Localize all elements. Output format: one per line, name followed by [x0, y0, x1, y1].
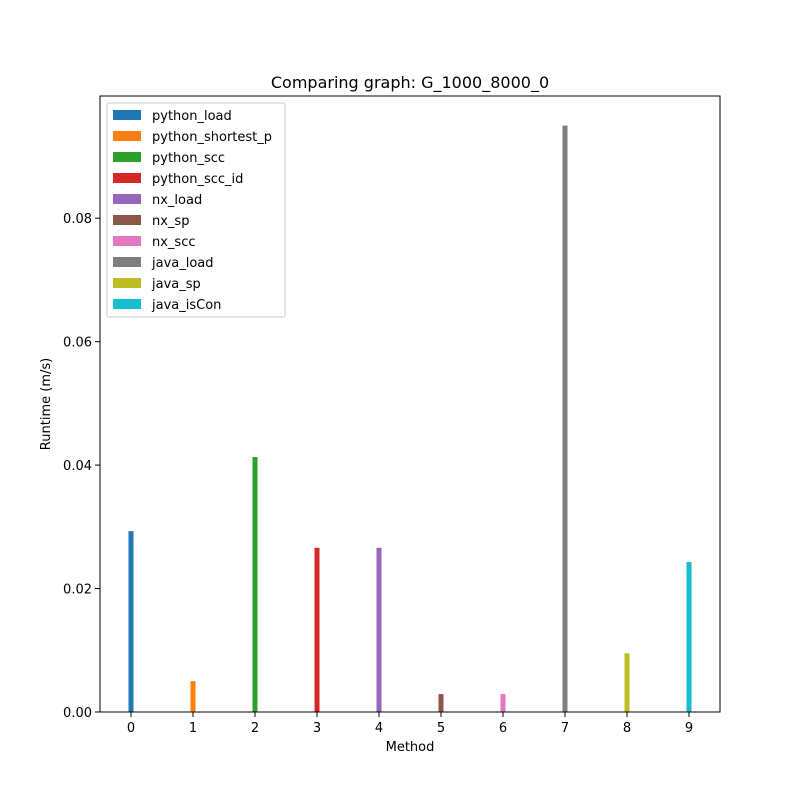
y-tick-label: 0.02: [63, 583, 92, 598]
plot-area: [128, 125, 692, 712]
legend-swatch: [113, 152, 141, 162]
x-tick-label: 9: [685, 721, 693, 736]
legend-swatch: [113, 194, 141, 204]
y-axis: 0.00 0.02 0.04 0.06 0.08: [63, 212, 100, 721]
x-tick-label: 7: [561, 721, 569, 736]
legend-swatch: [113, 173, 141, 183]
legend-label: java_load: [151, 256, 214, 271]
x-tick-label: 8: [623, 721, 631, 736]
legend-swatch: [113, 236, 141, 246]
x-tick-label: 3: [313, 721, 321, 736]
legend-swatch: [113, 299, 141, 309]
bar-python-scc-id: [314, 547, 320, 712]
legend-swatch: [113, 257, 141, 267]
legend-label: python_scc_id: [152, 172, 243, 187]
legend-swatch: [113, 131, 141, 141]
y-tick-label: 0.00: [63, 706, 92, 721]
y-tick-label: 0.04: [63, 459, 92, 474]
bar-nx-scc: [500, 694, 506, 712]
legend-label: nx_scc: [152, 235, 196, 250]
x-tick-label: 0: [127, 721, 135, 736]
bar-java-isCon: [686, 562, 692, 712]
bar-python-shortest-p: [190, 681, 196, 712]
bar-python-load: [128, 531, 134, 712]
chart-title: Comparing graph: G_1000_8000_0: [271, 73, 549, 93]
bar-nx-sp: [438, 694, 444, 712]
legend-label: python_scc: [152, 151, 225, 166]
bar-python-scc: [252, 457, 258, 712]
x-axis: 0 1 2 3 4 5 6 7 8 9: [127, 712, 693, 736]
x-tick-label: 1: [189, 721, 197, 736]
legend: python_load python_shortest_p python_sccpy…: [106, 102, 286, 318]
y-tick-label: 0.06: [63, 336, 92, 351]
y-axis-label: Runtime (m/s): [39, 358, 54, 450]
legend-swatch: [113, 110, 141, 120]
plot-frame: [99, 95, 721, 713]
x-tick-label: 5: [437, 721, 445, 736]
x-axis-label: Method: [386, 740, 435, 755]
legend-label: python_load: [152, 109, 232, 124]
x-tick-label: 2: [251, 721, 259, 736]
legend-label: java_isCon: [151, 298, 221, 313]
legend-label: nx_sp: [152, 214, 189, 229]
x-tick-label: 6: [499, 721, 507, 736]
legend-label: java_sp: [151, 277, 201, 292]
y-tick-label: 0.08: [63, 212, 92, 227]
legend-label: nx_load: [152, 193, 202, 208]
legend-swatch: [113, 278, 141, 288]
legend-label: python_shortest_p: [152, 130, 272, 145]
bar-java-load: [562, 125, 568, 712]
legend-swatch: [113, 215, 141, 225]
bar-java-sp: [624, 653, 630, 712]
x-tick-label: 4: [375, 721, 383, 736]
legend-box: [106, 102, 286, 318]
bar-nx-load: [376, 547, 382, 712]
